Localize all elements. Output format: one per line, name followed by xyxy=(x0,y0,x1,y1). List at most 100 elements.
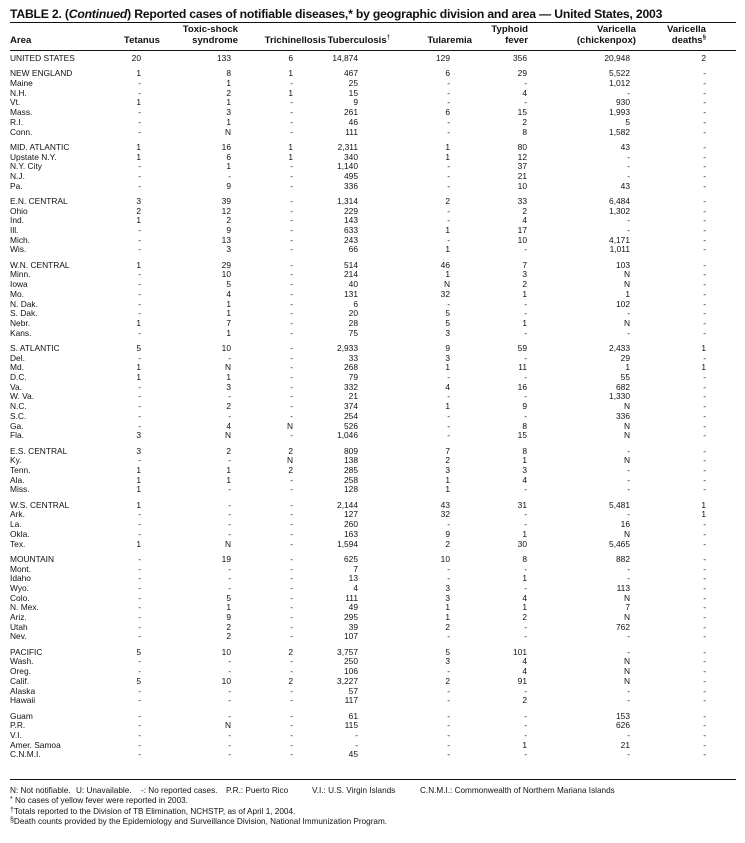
cell-value: 33 xyxy=(348,352,358,363)
table-row: R.I. - 1 - 46 - 2 5 - xyxy=(10,116,706,128)
cell-value: - xyxy=(138,327,141,338)
cell-value: - xyxy=(447,739,450,750)
cell-value: - xyxy=(228,749,231,760)
cell-value: - xyxy=(290,410,293,421)
cell-value: 43 xyxy=(440,499,450,510)
cell-value: - xyxy=(228,710,231,721)
cell-value: 1 xyxy=(445,269,450,280)
table-row: MOUNTAIN - 19 - 625 10 8 882 - xyxy=(10,553,706,565)
cell-value: - xyxy=(703,430,706,441)
area-name: Tex. xyxy=(10,538,26,549)
cell-value: 9 xyxy=(445,528,450,539)
cell-value: 258 xyxy=(344,474,358,485)
cell-value: - xyxy=(290,538,293,549)
cell-value: - xyxy=(138,161,141,172)
cell-value: 115 xyxy=(344,720,358,731)
cell-value: - xyxy=(524,391,527,402)
table-row: Ohio 2 12 - 229 - 2 1,302 - xyxy=(10,205,706,217)
area-name: MID. ATLANTIC xyxy=(10,141,70,152)
cell-value: 13 xyxy=(348,573,358,584)
cell-value: 1,302 xyxy=(609,205,630,216)
area-name: Miss. xyxy=(10,484,30,495)
table-row: UNITED STATES 20 133 6 14,874 129 356 20,948 2 xyxy=(10,53,706,64)
cell-value: 1 xyxy=(226,78,231,88)
table-row: Tex. 1 N - 1,594 2 30 5,465 - xyxy=(10,538,706,550)
cell-value: 682 xyxy=(616,381,630,392)
cell-value: 10 xyxy=(221,646,231,657)
table-row: N.J. - - - 495 - 21 - - xyxy=(10,170,706,182)
cell-value: 21 xyxy=(517,170,527,181)
area-name: N.Y. City xyxy=(10,161,42,172)
table-row: Mass. - 3 - 261 6 15 1,993 - xyxy=(10,107,706,118)
cell-value: - xyxy=(524,519,527,530)
legend-item: -: No reported cases. xyxy=(141,786,218,795)
cell-value: - xyxy=(703,621,706,632)
cell-value: - xyxy=(524,97,527,108)
cell-value: - xyxy=(228,666,231,677)
table-row: Calif. 5 10 2 3,227 2 91 N - xyxy=(10,675,706,687)
cell-value: 4 xyxy=(522,87,527,98)
cell-value: - xyxy=(228,729,231,740)
cell-value: 131 xyxy=(344,288,358,299)
cell-value: 3,227 xyxy=(337,675,358,686)
cell-value: 9 xyxy=(522,401,527,412)
cell-value: 57 xyxy=(348,685,358,696)
cell-value: 4 xyxy=(226,420,231,431)
cell-value: - xyxy=(447,205,450,216)
cell-value: - xyxy=(138,509,141,520)
cell-value: - xyxy=(627,445,630,456)
cell-value: - xyxy=(290,234,293,245)
area-name: Mich. xyxy=(10,234,31,245)
cell-value: 5,465 xyxy=(609,538,630,549)
cell-value: 2 xyxy=(136,205,141,216)
area-name: N. Mex. xyxy=(10,602,39,613)
cell-value: 1,993 xyxy=(609,107,630,118)
area-name: Hawaii xyxy=(10,695,36,706)
cell-value: 5 xyxy=(445,308,450,319)
cell-value: - xyxy=(627,327,630,338)
cell-value: 1 xyxy=(226,97,231,108)
area-name: Pa. xyxy=(10,180,23,191)
cell-value: 1 xyxy=(701,499,706,510)
cell-value: 336 xyxy=(344,180,358,191)
column-header: Varicella (chickenpox) xyxy=(576,24,636,46)
cell-value: - xyxy=(138,710,141,721)
cell-value: - xyxy=(138,519,141,530)
cell-value: 1 xyxy=(625,362,630,373)
table-row: Nebr. 1 7 - 28 5 1 N - xyxy=(10,318,706,329)
cell-value: 7 xyxy=(445,445,450,456)
cell-value: 46 xyxy=(348,116,358,127)
cell-value: 49 xyxy=(348,602,358,613)
cell-value: 1 xyxy=(288,87,293,98)
cell-value: - xyxy=(703,215,706,226)
cell-value: - xyxy=(290,225,293,236)
cell-value: - xyxy=(627,474,630,485)
table-row: Vt. 1 1 - 9 - - 930 - xyxy=(10,98,706,108)
cell-value: 45 xyxy=(348,749,358,760)
cell-value: 16 xyxy=(517,381,527,392)
region-group: S. ATLANTIC 5 10-2,933 9 59 2,433 1 Del. - - -33 3-… xyxy=(10,338,706,441)
cell-value: 3 xyxy=(522,464,527,475)
cell-value: - xyxy=(228,455,231,466)
cell-value: 21 xyxy=(348,391,358,402)
area-name: Wash. xyxy=(10,656,34,667)
cell-value: 30 xyxy=(517,538,527,549)
cell-value: - xyxy=(447,685,450,696)
cell-value: - xyxy=(703,87,706,98)
cell-value: - xyxy=(290,553,293,564)
cell-value: 91 xyxy=(517,675,527,686)
cell-value: - xyxy=(138,695,141,706)
cell-value: 2 xyxy=(445,621,450,632)
cell-value: - xyxy=(524,298,527,309)
cell-value: - xyxy=(138,602,141,613)
table-row: N. Mex. - 1 - 49 1 1 7 - xyxy=(10,603,706,613)
cell-value: - xyxy=(703,205,706,216)
cell-value: 32 xyxy=(440,288,450,299)
cell-value: 1,011 xyxy=(609,244,630,255)
area-name: Idaho xyxy=(10,573,31,584)
area-name: NEW ENGLAND xyxy=(10,68,73,79)
area-name: MOUNTAIN xyxy=(10,553,55,564)
cell-value: - xyxy=(138,685,141,696)
cell-value: 127 xyxy=(344,509,358,520)
cell-value: - xyxy=(228,582,231,593)
